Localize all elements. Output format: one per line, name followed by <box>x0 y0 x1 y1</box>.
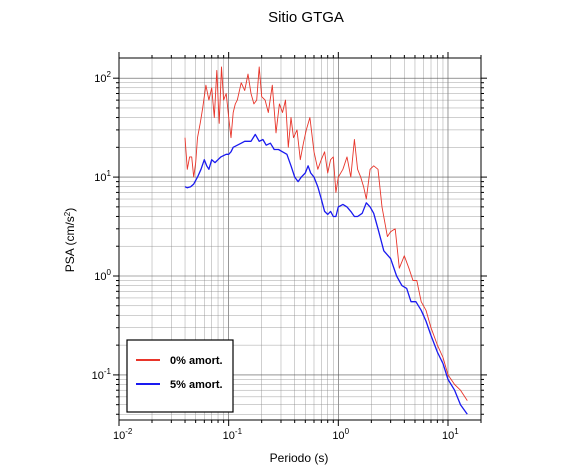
x-tick-label: 10-2 <box>113 427 133 442</box>
plot-frame <box>118 57 482 421</box>
y-tick-label: 100 <box>94 268 111 283</box>
grid <box>118 58 482 420</box>
x-tick-label: 101 <box>442 427 459 442</box>
x-tick-exp: -1 <box>235 427 243 436</box>
chart-title: Sitio GTGA <box>268 9 344 26</box>
y-tick-label: 101 <box>94 169 111 184</box>
x-tick-base: 10 <box>332 430 344 442</box>
y-tick-exp: 0 <box>107 268 112 277</box>
legend-label-0: 0% amort. <box>170 355 223 367</box>
y-tick-base: 10 <box>92 370 104 382</box>
y-tick-exp: 1 <box>107 169 112 178</box>
y-tick-base: 10 <box>94 73 106 85</box>
y-tick-base: 10 <box>94 271 106 283</box>
y-axis-label-base: PSA (cm/s <box>63 216 77 272</box>
y-tick-exp: -1 <box>104 367 112 376</box>
series-line-0 <box>184 66 468 401</box>
legend: 0% amort. 5% amort. <box>126 339 234 413</box>
x-tick-label: 100 <box>332 427 349 442</box>
x-tick-exp: 1 <box>454 427 459 436</box>
y-axis-label-close: ) <box>63 208 77 212</box>
legend-box <box>126 339 234 413</box>
series-line-1 <box>184 133 468 415</box>
x-axis-label: Periodo (s) <box>270 451 329 465</box>
y-tick-base: 10 <box>94 172 106 184</box>
x-axis-ticks: 10-2 10-1 100 101 <box>113 52 482 442</box>
x-tick-base: 10 <box>113 430 125 442</box>
y-tick-label: 102 <box>94 70 111 85</box>
series-layer <box>184 66 468 415</box>
y-tick-exp: 2 <box>107 70 112 79</box>
x-tick-base: 10 <box>223 430 235 442</box>
legend-label-1: 5% amort. <box>170 379 223 391</box>
x-tick-label: 10-1 <box>223 427 243 442</box>
x-tick-exp: 0 <box>345 427 350 436</box>
x-tick-exp: -2 <box>125 427 133 436</box>
y-axis-label-exp: 2 <box>63 211 72 216</box>
y-tick-label: 10-1 <box>92 367 112 382</box>
x-tick-base: 10 <box>442 430 454 442</box>
y-axis-label: PSA (cm/s2) <box>63 208 77 272</box>
